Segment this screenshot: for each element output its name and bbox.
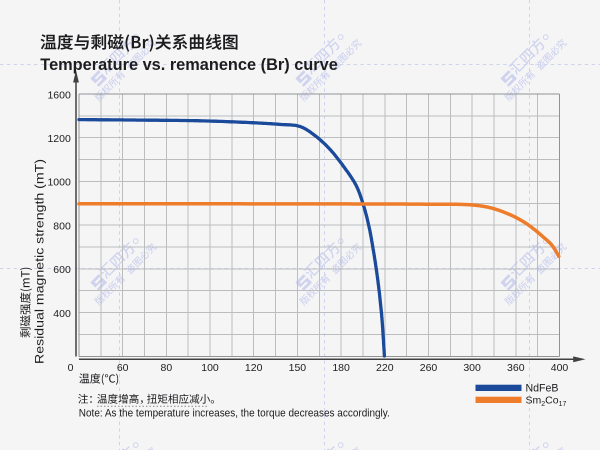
svg-text:400: 400 (551, 362, 569, 374)
svg-text:600: 600 (53, 264, 71, 276)
svg-text:120: 120 (245, 362, 263, 374)
svg-text:Residual magnetic strength (mT: Residual magnetic strength (mT) (33, 159, 47, 364)
svg-text:Note: As the temperature incre: Note: As the temperature increases, the … (79, 407, 390, 419)
svg-text:1600: 1600 (47, 89, 71, 101)
svg-text:800: 800 (53, 221, 71, 233)
svg-text:260: 260 (420, 362, 438, 374)
svg-text:180: 180 (332, 362, 350, 374)
svg-text:1000: 1000 (47, 177, 71, 189)
svg-text:0: 0 (68, 362, 74, 374)
svg-text:400: 400 (53, 308, 71, 320)
svg-text:220: 220 (376, 362, 394, 374)
svg-text:Temperature vs. remanence (Br): Temperature vs. remanence (Br) curve (40, 56, 338, 74)
svg-text:300: 300 (463, 362, 481, 374)
svg-text:150: 150 (289, 362, 307, 374)
svg-text:360: 360 (507, 362, 525, 374)
svg-text:80: 80 (161, 362, 173, 374)
svg-text:1200: 1200 (47, 133, 71, 145)
svg-text:Sm2Co17: Sm2Co17 (526, 395, 567, 408)
svg-text:60: 60 (117, 362, 129, 374)
svg-text:100: 100 (201, 362, 219, 374)
svg-text:NdFeB: NdFeB (526, 383, 559, 395)
